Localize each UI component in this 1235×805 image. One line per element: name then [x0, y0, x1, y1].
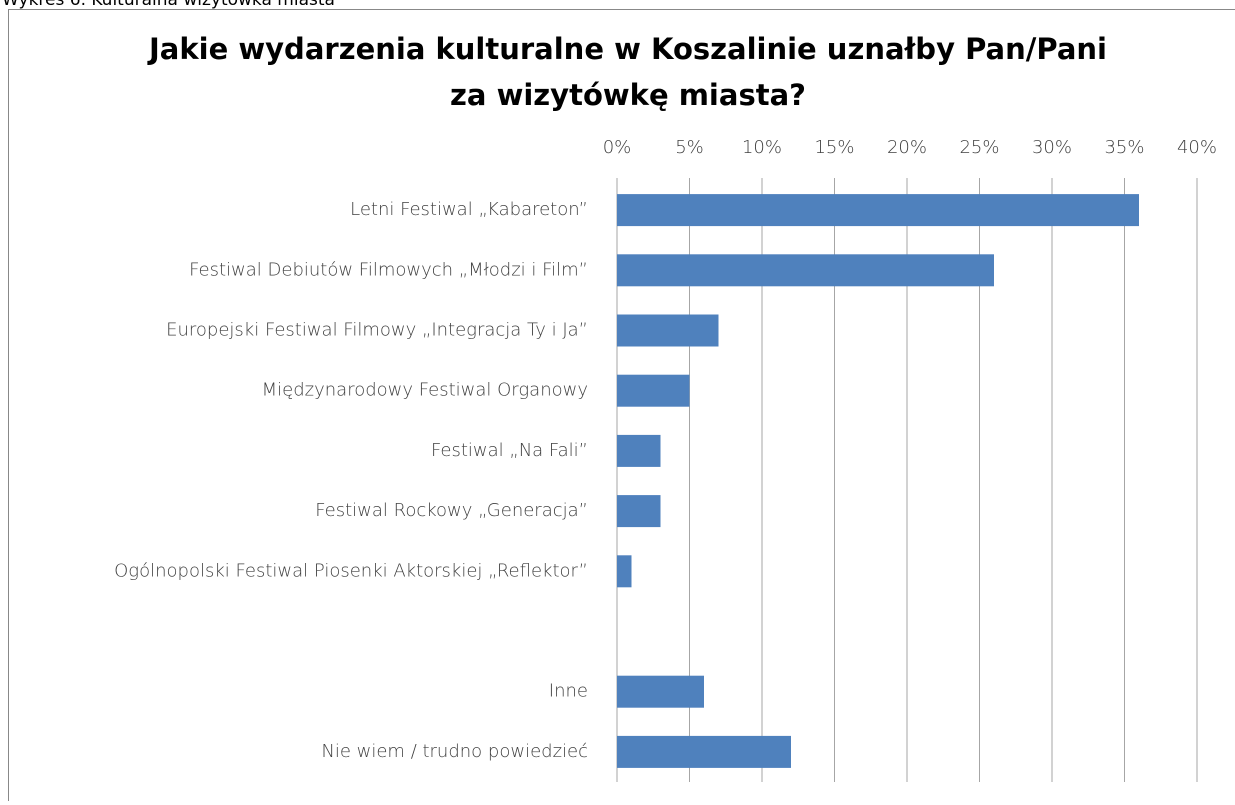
chart-title: za wizytówkę miasta?	[450, 78, 806, 112]
bar	[617, 254, 994, 286]
y-tick-label: Festiwal Rockowy „Generacja”	[315, 500, 588, 521]
x-tick-label: 25%	[959, 137, 999, 158]
bar	[617, 315, 719, 347]
y-tick-label: Nie wiem / trudno powiedzieć	[321, 741, 588, 762]
y-tick-label: Ogólnopolski Festiwal Piosenki Aktorskie…	[114, 560, 588, 581]
bar	[617, 435, 661, 467]
x-tick-label: 15%	[814, 137, 854, 158]
bar	[617, 736, 791, 768]
x-tick-label: 30%	[1032, 137, 1072, 158]
y-tick-label: Festiwal Debiutów Filmowych „Młodzi i Fi…	[189, 259, 588, 280]
x-tick-label: 10%	[742, 137, 782, 158]
bar	[617, 194, 1139, 226]
bar	[617, 555, 632, 587]
x-tick-label: 40%	[1177, 137, 1217, 158]
y-tick-label: Letni Festiwal „Kabareton”	[350, 199, 588, 220]
x-tick-label: 0%	[603, 137, 632, 158]
y-tick-label: Festiwal „Na Fali”	[431, 440, 588, 461]
y-tick-label: Inne	[549, 681, 588, 702]
x-tick-label: 35%	[1104, 137, 1144, 158]
bar	[617, 495, 661, 527]
chart-title: Jakie wydarzenia kulturalne w Koszalinie…	[147, 32, 1107, 66]
bar	[617, 676, 704, 708]
caption: Wykres 6. Kulturalna wizytówka miasta	[2, 0, 335, 10]
y-tick-label: Międzynarodowy Festiwal Organowy	[262, 380, 588, 401]
bar	[617, 375, 690, 407]
y-tick-label: Europejski Festiwal Filmowy „Integracja …	[166, 320, 588, 341]
x-tick-label: 5%	[675, 137, 704, 158]
x-tick-label: 20%	[887, 137, 927, 158]
